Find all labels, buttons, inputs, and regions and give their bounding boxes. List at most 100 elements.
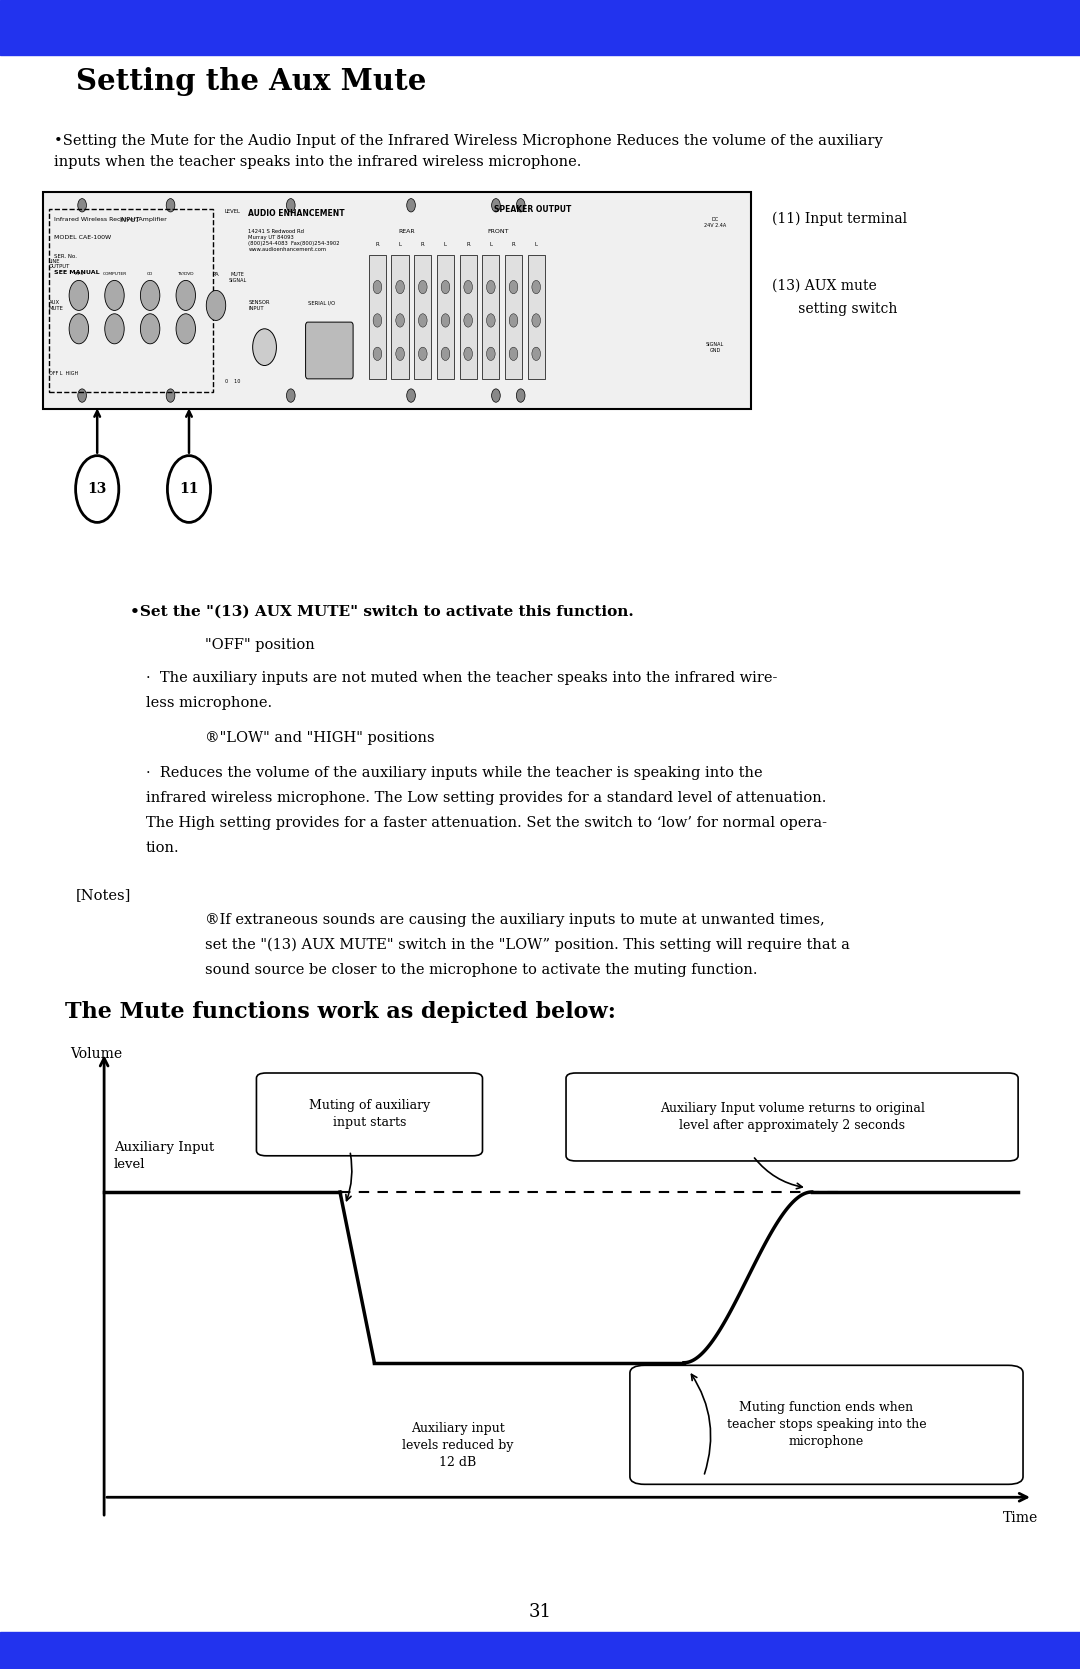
Circle shape xyxy=(463,314,472,327)
Text: inputs when the teacher speaks into the infrared wireless microphone.: inputs when the teacher speaks into the … xyxy=(54,155,581,169)
Bar xyxy=(391,255,408,379)
Text: L: L xyxy=(444,242,447,247)
Text: AUDIO ENHANCEMENT: AUDIO ENHANCEMENT xyxy=(248,209,345,217)
Text: ®"LOW" and "HIGH" positions: ®"LOW" and "HIGH" positions xyxy=(205,731,435,744)
FancyBboxPatch shape xyxy=(306,322,353,379)
Text: The High setting provides for a faster attenuation. Set the switch to ‘low’ for : The High setting provides for a faster a… xyxy=(146,816,827,829)
Circle shape xyxy=(69,280,89,310)
Text: ·  The auxiliary inputs are not muted when the teacher speaks into the infrared : · The auxiliary inputs are not muted whe… xyxy=(146,671,778,684)
Text: PA: PA xyxy=(213,272,219,277)
Text: R: R xyxy=(467,242,470,247)
Text: ®If extraneous sounds are causing the auxiliary inputs to mute at unwanted times: ®If extraneous sounds are causing the au… xyxy=(205,913,825,926)
Circle shape xyxy=(531,314,540,327)
Circle shape xyxy=(395,314,404,327)
Text: L: L xyxy=(535,242,538,247)
Circle shape xyxy=(166,389,175,402)
FancyBboxPatch shape xyxy=(630,1365,1023,1484)
Circle shape xyxy=(441,280,449,294)
Text: COMPUTER: COMPUTER xyxy=(103,272,126,275)
Circle shape xyxy=(407,389,416,402)
Circle shape xyxy=(76,456,119,522)
Text: OFF L  HIGH: OFF L HIGH xyxy=(49,371,78,376)
Text: MP3: MP3 xyxy=(75,272,83,275)
Bar xyxy=(0,0,1080,55)
Circle shape xyxy=(395,347,404,361)
Text: 14241 S Redwood Rd
Murray UT 84093
(800)254-4083  Fax(800)254-3902
www.audioenha: 14241 S Redwood Rd Murray UT 84093 (800)… xyxy=(248,229,340,252)
Circle shape xyxy=(486,314,495,327)
Circle shape xyxy=(418,280,427,294)
Text: SERIAL I/O: SERIAL I/O xyxy=(308,300,335,305)
Circle shape xyxy=(441,347,449,361)
Text: R: R xyxy=(376,242,379,247)
Circle shape xyxy=(441,314,449,327)
Circle shape xyxy=(69,314,89,344)
Text: set the "(13) AUX MUTE" switch in the "LOW” position. This setting will require : set the "(13) AUX MUTE" switch in the "L… xyxy=(205,938,850,953)
Circle shape xyxy=(509,347,517,361)
Bar xyxy=(0,1632,1080,1669)
Text: DC
24V 2.4A: DC 24V 2.4A xyxy=(704,217,727,227)
Text: Auxiliary Input volume returns to original
level after approximately 2 seconds: Auxiliary Input volume returns to origin… xyxy=(660,1102,924,1132)
FancyBboxPatch shape xyxy=(566,1073,1018,1162)
Circle shape xyxy=(395,280,404,294)
Circle shape xyxy=(176,314,195,344)
Text: Muting function ends when
teacher stops speaking into the
microphone: Muting function ends when teacher stops … xyxy=(727,1402,927,1449)
Bar xyxy=(527,255,544,379)
Circle shape xyxy=(491,389,500,402)
Text: setting switch: setting switch xyxy=(772,302,897,315)
Circle shape xyxy=(253,329,276,366)
Circle shape xyxy=(516,389,525,402)
Text: Auxiliary Input
level: Auxiliary Input level xyxy=(114,1142,214,1172)
Text: Time: Time xyxy=(1002,1510,1038,1525)
Circle shape xyxy=(78,389,86,402)
Circle shape xyxy=(486,347,495,361)
Text: less microphone.: less microphone. xyxy=(146,696,272,709)
Text: •Set the "(13) AUX MUTE" switch to activate this function.: •Set the "(13) AUX MUTE" switch to activ… xyxy=(130,604,633,618)
Circle shape xyxy=(486,280,495,294)
Text: (13) AUX mute: (13) AUX mute xyxy=(772,279,877,292)
Text: 31: 31 xyxy=(528,1604,552,1621)
Bar xyxy=(459,255,476,379)
Text: TV/DVD: TV/DVD xyxy=(177,272,194,275)
Bar xyxy=(49,209,213,392)
Circle shape xyxy=(167,456,211,522)
Text: FRONT: FRONT xyxy=(488,229,509,234)
Circle shape xyxy=(418,314,427,327)
Circle shape xyxy=(509,280,517,294)
Circle shape xyxy=(176,280,195,310)
Text: MODEL CAE-100W: MODEL CAE-100W xyxy=(54,235,111,240)
Circle shape xyxy=(418,347,427,361)
Circle shape xyxy=(516,199,525,212)
Circle shape xyxy=(463,280,472,294)
Text: "OFF" position: "OFF" position xyxy=(205,638,315,651)
Text: (11) Input terminal: (11) Input terminal xyxy=(772,212,907,227)
Text: Infrared Wireless Receiver/Amplifier: Infrared Wireless Receiver/Amplifier xyxy=(54,217,166,222)
Circle shape xyxy=(491,199,500,212)
Bar xyxy=(368,255,386,379)
Text: tion.: tion. xyxy=(146,841,179,855)
Text: SEE MANUAL: SEE MANUAL xyxy=(54,270,99,275)
Text: SENSOR
INPUT: SENSOR INPUT xyxy=(248,300,270,310)
Circle shape xyxy=(140,314,160,344)
Text: CD: CD xyxy=(147,272,153,275)
Circle shape xyxy=(286,389,295,402)
Circle shape xyxy=(206,290,226,320)
Text: Volume: Volume xyxy=(70,1046,122,1061)
Circle shape xyxy=(105,314,124,344)
Text: Muting of auxiliary
input starts: Muting of auxiliary input starts xyxy=(309,1100,430,1130)
Circle shape xyxy=(509,314,517,327)
Circle shape xyxy=(105,280,124,310)
Bar xyxy=(482,255,499,379)
Circle shape xyxy=(140,280,160,310)
Text: LEVEL: LEVEL xyxy=(225,209,241,214)
Text: R: R xyxy=(512,242,515,247)
Text: 11: 11 xyxy=(179,482,199,496)
Text: SIGNAL
GND: SIGNAL GND xyxy=(706,342,725,352)
Bar xyxy=(504,255,522,379)
Circle shape xyxy=(373,314,381,327)
Text: L: L xyxy=(489,242,492,247)
Text: R: R xyxy=(421,242,424,247)
Text: LINE
OUTPUT: LINE OUTPUT xyxy=(49,259,70,269)
Text: SPEAKER OUTPUT: SPEAKER OUTPUT xyxy=(495,205,571,214)
Circle shape xyxy=(531,280,540,294)
Circle shape xyxy=(286,199,295,212)
